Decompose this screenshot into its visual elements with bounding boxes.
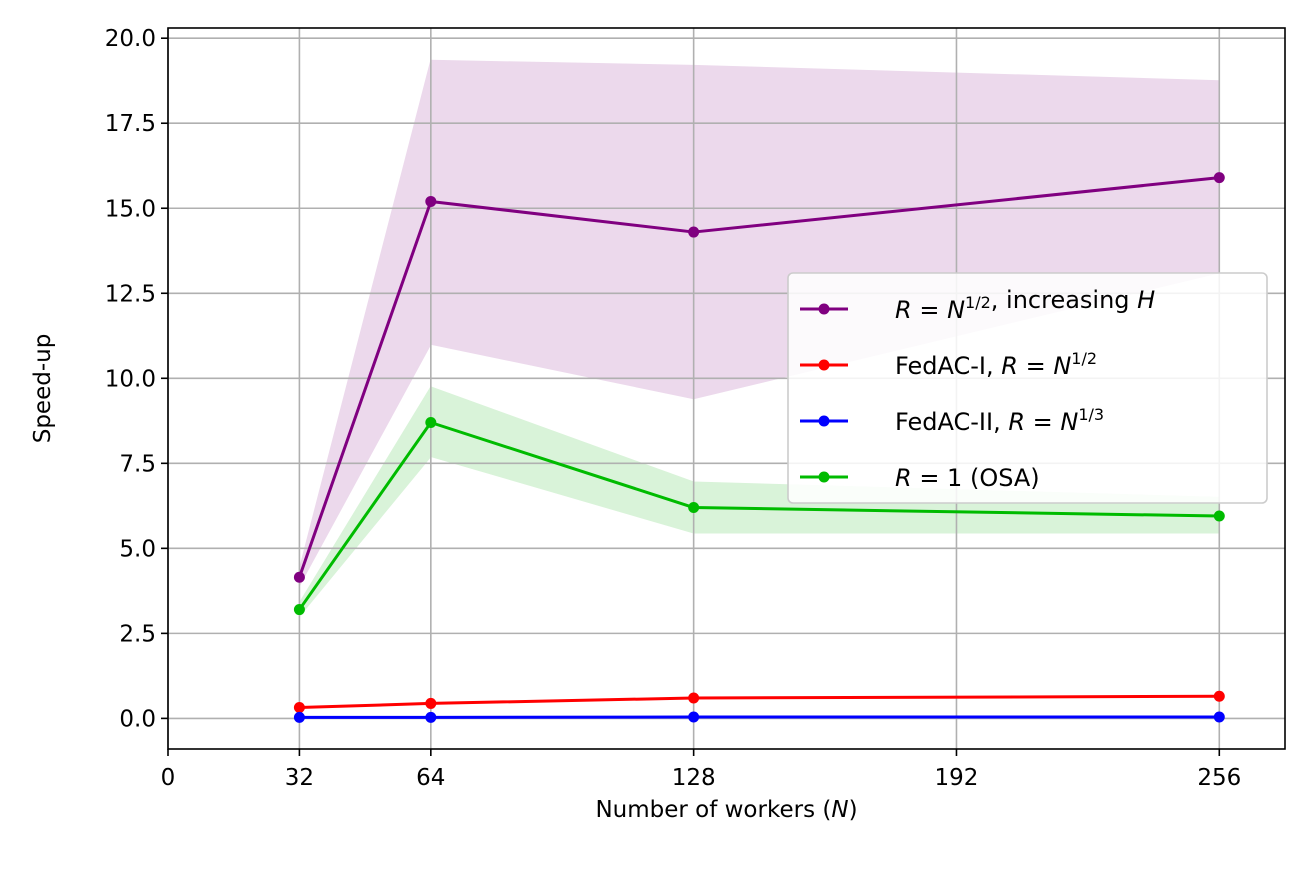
data-point-3-3: [1213, 510, 1225, 522]
data-point-3-0: [293, 604, 305, 616]
legend-label-2: FedAC-II, R = N1/3: [895, 405, 1104, 436]
x-tick-label-1: 32: [285, 765, 314, 791]
data-point-0-3: [1213, 172, 1225, 184]
data-point-0-1: [425, 195, 437, 207]
x-axis-label: Number of workers (N): [595, 797, 857, 823]
x-tick-label-4: 192: [935, 765, 979, 791]
data-point-1-1: [425, 697, 437, 709]
data-series: [293, 172, 1225, 723]
data-point-1-3: [1213, 690, 1225, 702]
legend-label-3: R = 1 (OSA): [895, 464, 1040, 492]
y-tick-label-1: 2.5: [119, 621, 156, 647]
x-tick-label-0: 0: [161, 765, 176, 791]
y-tick-label-8: 20.0: [105, 26, 156, 52]
x-tick-label-5: 256: [1197, 765, 1241, 791]
data-point-2-1: [425, 711, 437, 723]
data-point-2-2: [688, 711, 700, 723]
x-tick-label-2: 64: [416, 765, 445, 791]
y-tick-label-0: 0.0: [119, 706, 156, 732]
data-point-0-2: [688, 226, 700, 238]
y-tick-label-4: 10.0: [105, 366, 156, 392]
x-tick-label-3: 128: [672, 765, 716, 791]
y-tick-label-5: 12.5: [105, 281, 156, 307]
data-point-1-0: [293, 702, 305, 714]
y-tick-label-7: 17.5: [105, 111, 156, 137]
legend-box: [787, 272, 1268, 504]
legend: R = N1/2, increasing H FedAC-I, R = N1/2 F…: [787, 272, 1268, 504]
data-point-2-3: [1213, 711, 1225, 723]
data-point-3-1: [425, 417, 437, 429]
plot-frame: [167, 27, 1286, 750]
series-line-3: [298, 421, 1220, 611]
data-point-0-0: [293, 571, 305, 583]
y-tick-label-6: 15.0: [105, 196, 156, 222]
series-line-1: [299, 694, 1220, 710]
series-line-0: [297, 176, 1220, 578]
legend-marker-0: [818, 303, 830, 315]
data-point-3-2: [688, 502, 700, 514]
legend-marker-2: [818, 415, 830, 427]
y-tick-label-3: 7.5: [119, 451, 156, 477]
y-axis-label: Speed-up: [30, 334, 56, 444]
data-point-2-0: [293, 711, 305, 723]
y-tick-label-2: 5.0: [119, 536, 156, 562]
data-point-1-2: [688, 692, 700, 704]
legend-marker-1: [818, 359, 830, 371]
axis-ticks: 0 32 64 128 192 256 0.0 2.5 5.0 7.5 10.0 12.5 15.0 17…: [105, 26, 1241, 791]
legend-marker-3: [818, 471, 830, 483]
legend-label-0: R = N1/2, increasing H: [895, 286, 1155, 324]
legend-label-1: FedAC-I, R = N1/2: [895, 349, 1097, 380]
